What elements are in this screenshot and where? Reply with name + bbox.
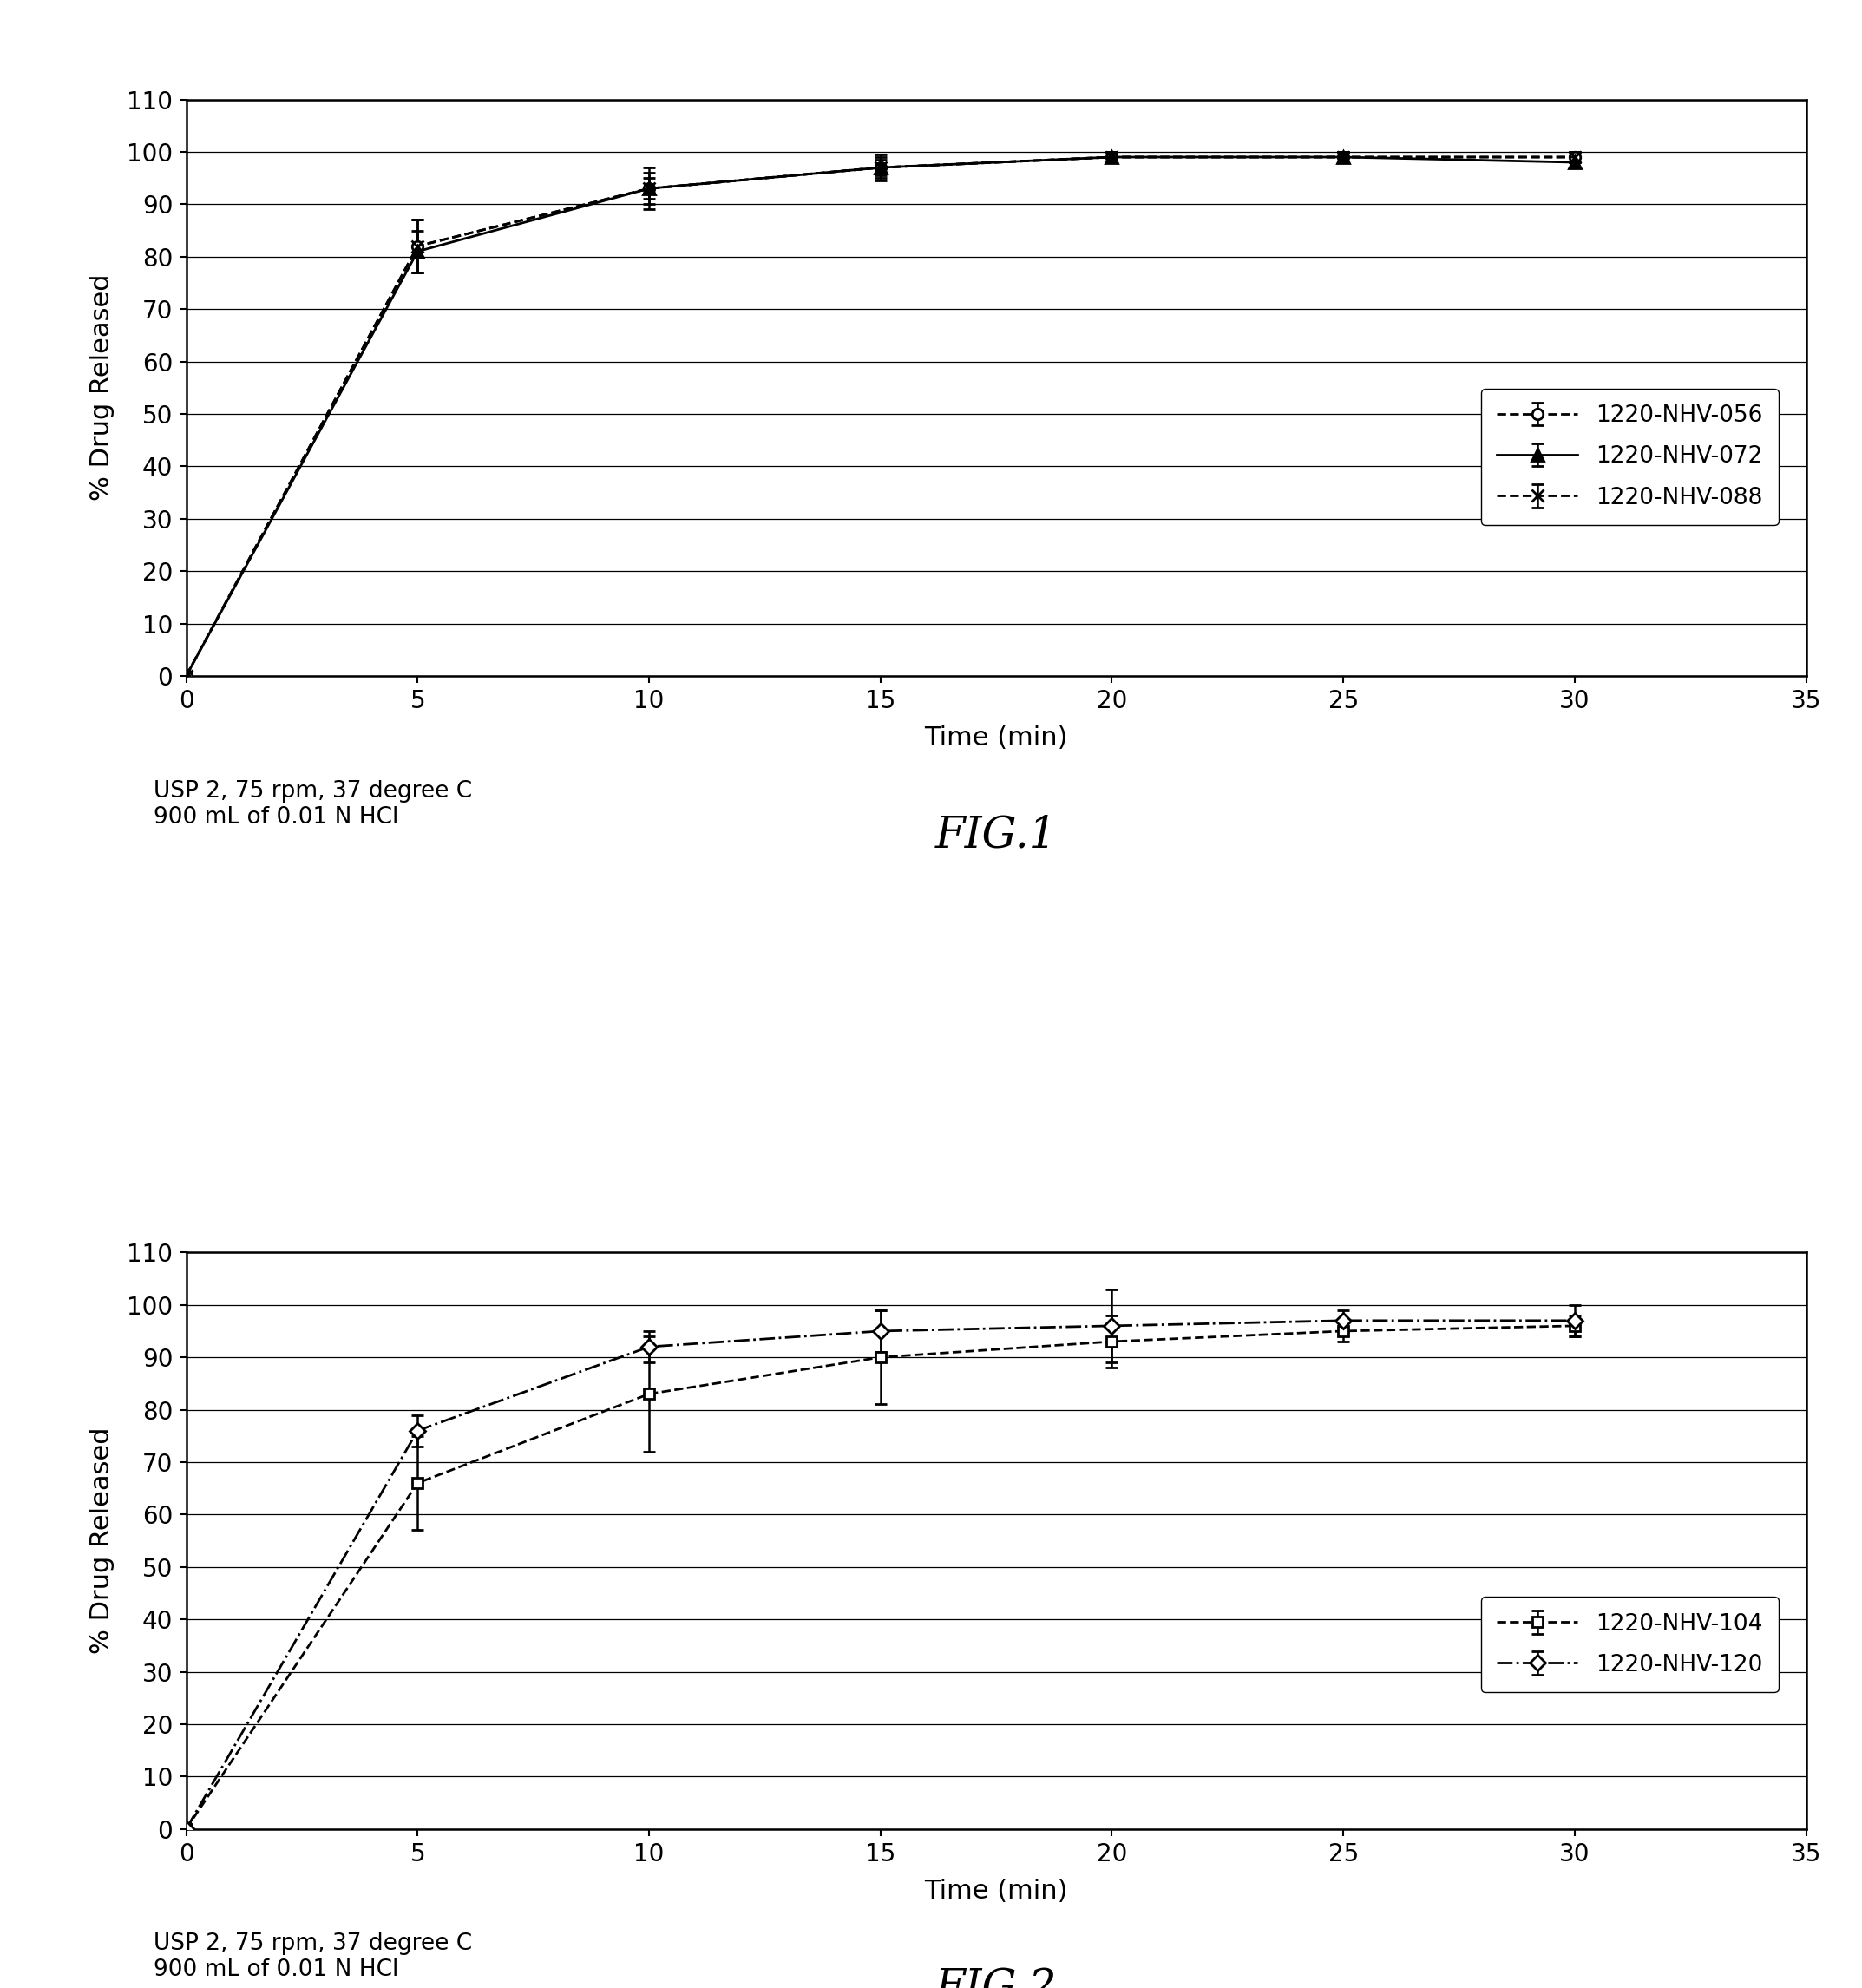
Text: USP 2, 75 rpm, 37 degree C
900 mL of 0.01 N HCl: USP 2, 75 rpm, 37 degree C 900 mL of 0.0… xyxy=(155,1932,473,1982)
X-axis label: Time (min): Time (min) xyxy=(924,1879,1069,1905)
Y-axis label: % Drug Released: % Drug Released xyxy=(89,1427,115,1654)
Legend: 1220-NHV-104, 1220-NHV-120: 1220-NHV-104, 1220-NHV-120 xyxy=(1480,1596,1778,1692)
X-axis label: Time (min): Time (min) xyxy=(924,726,1069,751)
Legend: 1220-NHV-056, 1220-NHV-072, 1220-NHV-088: 1220-NHV-056, 1220-NHV-072, 1220-NHV-088 xyxy=(1480,388,1778,525)
Text: USP 2, 75 rpm, 37 degree C
900 mL of 0.01 N HCl: USP 2, 75 rpm, 37 degree C 900 mL of 0.0… xyxy=(155,779,473,829)
Y-axis label: % Drug Released: % Drug Released xyxy=(89,274,115,501)
Text: FIG.1: FIG.1 xyxy=(935,815,1058,857)
Text: FIG.2: FIG.2 xyxy=(935,1968,1058,1988)
